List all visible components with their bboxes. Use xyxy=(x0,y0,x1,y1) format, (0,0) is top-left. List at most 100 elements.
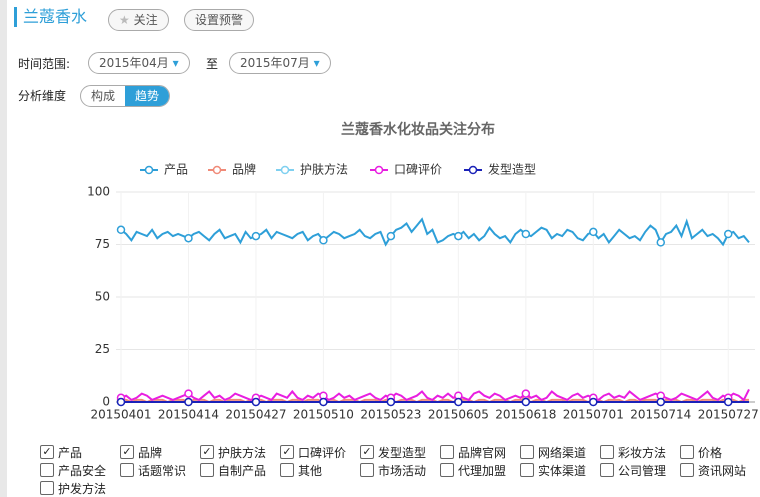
point-marker xyxy=(454,397,463,407)
point-marker xyxy=(521,389,531,398)
legend-marker xyxy=(212,165,222,175)
point-marker xyxy=(521,397,531,407)
series-line xyxy=(120,388,750,402)
checkbox-box xyxy=(440,463,454,477)
checkbox[interactable]: 品牌官网 xyxy=(440,443,520,461)
checkbox[interactable]: 价格 xyxy=(680,443,760,461)
x-tick-label: 20150714 xyxy=(630,408,691,422)
start-select[interactable]: 2015年04月 ▾ xyxy=(88,52,190,74)
checkbox-box xyxy=(680,445,694,459)
checkbox[interactable]: 资讯网站 xyxy=(680,461,760,479)
checkbox-label: 自制产品 xyxy=(218,463,267,478)
checkbox-label: 网络渠道 xyxy=(538,445,587,460)
checkbox[interactable]: ✓ 护肤方法 xyxy=(200,443,280,461)
point-marker xyxy=(723,229,733,239)
checkbox-list: ✓ 产品 ✓ 品牌 ✓ 护肤方法 ✓ 口碑评价 ✓ 发型造型 品牌官网 网络渠道 彩妆方法 价格 产品安全 话… xyxy=(40,443,760,497)
checkbox[interactable]: 话题常识 xyxy=(120,461,200,479)
y-tick-label: 25 xyxy=(95,342,110,356)
checkbox-box: ✓ xyxy=(120,445,134,459)
start-text: 2015年04月 xyxy=(99,56,169,70)
checkbox[interactable]: 实体渠道 xyxy=(520,461,600,479)
y-tick-label: 50 xyxy=(95,290,110,304)
to-label: 至 xyxy=(206,57,219,71)
checkbox[interactable]: 其他 xyxy=(280,461,360,479)
checkbox-label: 彩妆方法 xyxy=(618,445,667,460)
checkbox-label: 公司管理 xyxy=(618,463,667,478)
follow-button[interactable]: ★ 关注 xyxy=(108,9,169,31)
checkbox-label: 发型造型 xyxy=(378,445,427,460)
checkbox[interactable]: ✓ 品牌 xyxy=(120,443,200,461)
end-text: 2015年07月 xyxy=(240,56,310,70)
toggle-option[interactable]: 构成 xyxy=(91,89,116,103)
checkbox-box xyxy=(520,463,534,477)
point-marker xyxy=(319,236,328,245)
legend-marker xyxy=(280,165,290,175)
point-marker xyxy=(251,231,261,241)
checkbox-box xyxy=(40,463,54,477)
point-marker xyxy=(184,389,193,398)
checkbox-label: 市场活动 xyxy=(378,463,427,478)
time-label: 时间范围: xyxy=(18,57,71,71)
checkbox-box xyxy=(120,463,134,477)
point-marker xyxy=(184,397,193,407)
checkbox-box xyxy=(680,463,694,477)
checkbox-box xyxy=(440,445,454,459)
series-line xyxy=(120,217,750,247)
checkbox-label: 护肤方法 xyxy=(218,445,267,460)
checkbox[interactable]: 护发方法 xyxy=(40,479,120,497)
point-marker xyxy=(589,397,598,407)
checkbox[interactable]: 公司管理 xyxy=(600,461,680,479)
point-marker xyxy=(723,397,733,407)
point-marker xyxy=(521,229,531,239)
brand-title: 兰蔻香水 xyxy=(14,7,87,27)
checkbox[interactable]: 代理加盟 xyxy=(440,461,520,479)
x-tick-label: 20150401 xyxy=(90,408,151,422)
checkbox-label: 价格 xyxy=(698,445,723,460)
checkbox-box xyxy=(600,463,614,477)
x-tick-label: 20150523 xyxy=(360,408,421,422)
checkbox[interactable]: ✓ 发型造型 xyxy=(360,443,440,461)
point-marker xyxy=(386,397,396,407)
checkbox-box xyxy=(600,445,614,459)
checkbox-label: 代理加盟 xyxy=(458,463,507,478)
checkbox-label: 护发方法 xyxy=(58,481,107,496)
legend-label: 品牌 xyxy=(232,163,256,177)
checkbox[interactable]: 网络渠道 xyxy=(520,443,600,461)
checkbox[interactable]: 彩妆方法 xyxy=(600,443,680,461)
checkbox[interactable]: 市场活动 xyxy=(360,461,440,479)
checkbox-box xyxy=(280,463,294,477)
checkbox[interactable]: ✓ 产品 xyxy=(40,443,120,461)
legend-label: 护肤方法 xyxy=(300,162,348,177)
side-strip xyxy=(0,0,7,497)
checkbox-label: 话题常识 xyxy=(138,463,187,478)
toggle-option[interactable]: 趋势 xyxy=(125,86,170,106)
chart: 兰蔻香水化妆品关注分布 0 25 50 75 100 20150401 20150414 20… xyxy=(87,121,759,422)
x-tick-label: 20150414 xyxy=(158,408,219,422)
checkbox-box: ✓ xyxy=(360,445,374,459)
alert-button[interactable]: 设置预警 xyxy=(184,9,255,31)
y-tick-label: 75 xyxy=(95,237,110,251)
y-tick-label: 0 xyxy=(102,395,110,409)
point-marker xyxy=(386,231,396,241)
checkbox-label: 口碑评价 xyxy=(298,445,347,460)
point-marker xyxy=(184,233,193,243)
checkbox[interactable]: 产品安全 xyxy=(40,461,120,479)
checkbox-box: ✓ xyxy=(200,445,214,459)
point-marker xyxy=(319,397,328,407)
checkbox-box xyxy=(520,445,534,459)
checkbox[interactable]: ✓ 口碑评价 xyxy=(280,443,360,461)
checkbox-box xyxy=(40,481,54,495)
x-tick-label: 20150605 xyxy=(428,408,489,422)
end-select[interactable]: 2015年07月 ▾ xyxy=(229,52,331,74)
legend-marker xyxy=(144,165,154,175)
x-tick-label: 20150701 xyxy=(563,408,624,422)
point-marker xyxy=(116,397,126,407)
checkbox[interactable]: 自制产品 xyxy=(200,461,280,479)
legend-marker xyxy=(468,165,478,175)
point-marker xyxy=(454,231,463,241)
follow-text: 关注 xyxy=(133,13,158,27)
checkbox-box xyxy=(360,463,374,477)
checkbox-label: 品牌官网 xyxy=(458,445,507,460)
checkbox-label: 产品安全 xyxy=(58,463,107,478)
